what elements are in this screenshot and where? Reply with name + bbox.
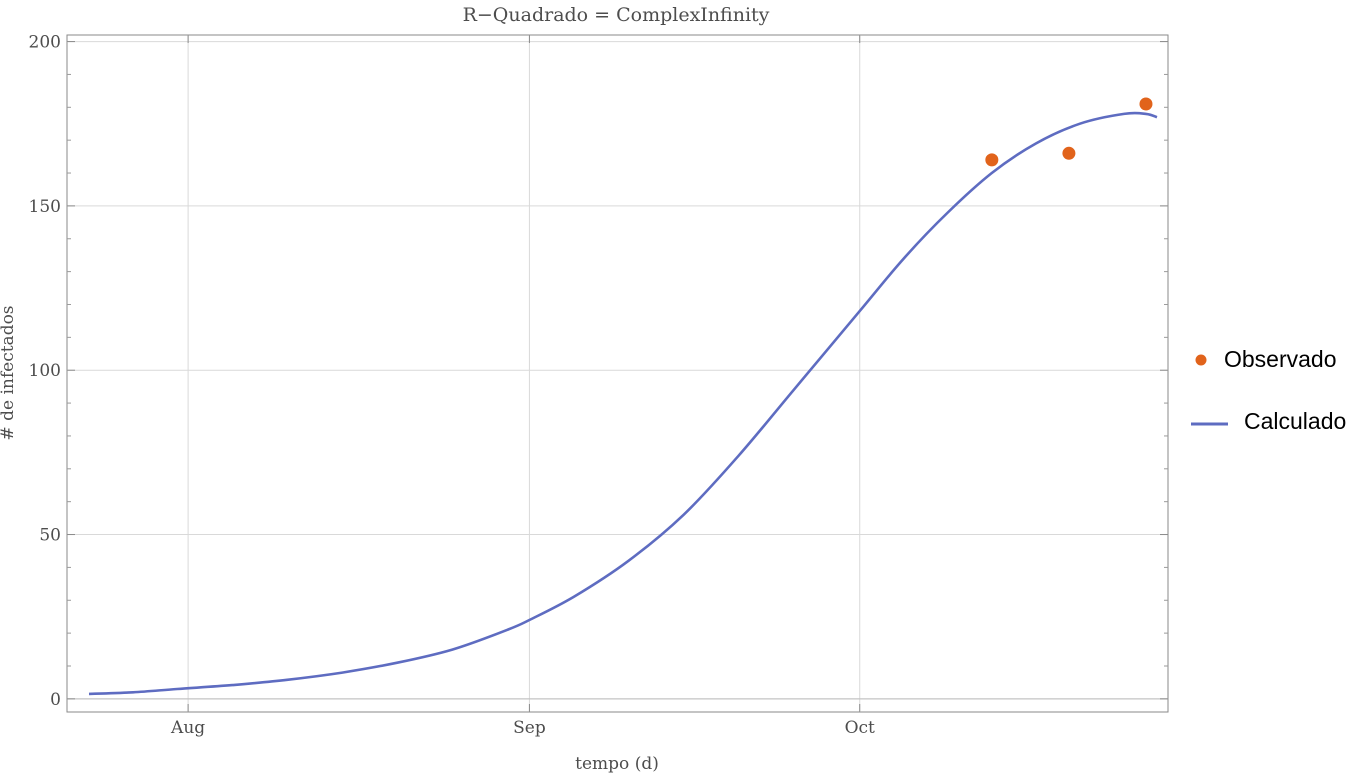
y-tick-label: 0 xyxy=(50,690,61,710)
y-tick-labels: 0 50 100 150 200 xyxy=(29,33,61,710)
observado-point xyxy=(985,153,999,167)
gridlines xyxy=(67,35,1168,712)
legend-calculado-label: Calculado xyxy=(1244,408,1346,434)
y-tick-label: 100 xyxy=(29,361,61,381)
x-tick-label: Oct xyxy=(845,718,875,738)
y-tick-label: 200 xyxy=(29,33,61,53)
calculado-series xyxy=(88,111,1158,696)
x-tick-labels: Aug Sep Oct xyxy=(170,718,875,738)
legend-observado-marker xyxy=(1195,354,1207,366)
y-tick-label: 50 xyxy=(39,526,61,546)
y-tick-label: 150 xyxy=(29,197,61,217)
x-tick-label: Sep xyxy=(513,718,546,738)
calculado-line xyxy=(88,111,1158,696)
legend: Observado Calculado xyxy=(1191,346,1346,434)
observado-point xyxy=(1062,146,1076,160)
axis-ticks xyxy=(67,35,1168,712)
x-axis-label: tempo (d) xyxy=(575,754,659,774)
chart-title: R−Quadrado = ComplexInfinity xyxy=(463,4,770,26)
x-tick-label: Aug xyxy=(170,718,205,738)
legend-observado-label: Observado xyxy=(1224,346,1337,372)
plot-frame xyxy=(66,34,1169,713)
observado-series xyxy=(985,97,1153,167)
observado-point xyxy=(1139,97,1153,111)
y-axis-label: # de infectados xyxy=(0,305,18,440)
